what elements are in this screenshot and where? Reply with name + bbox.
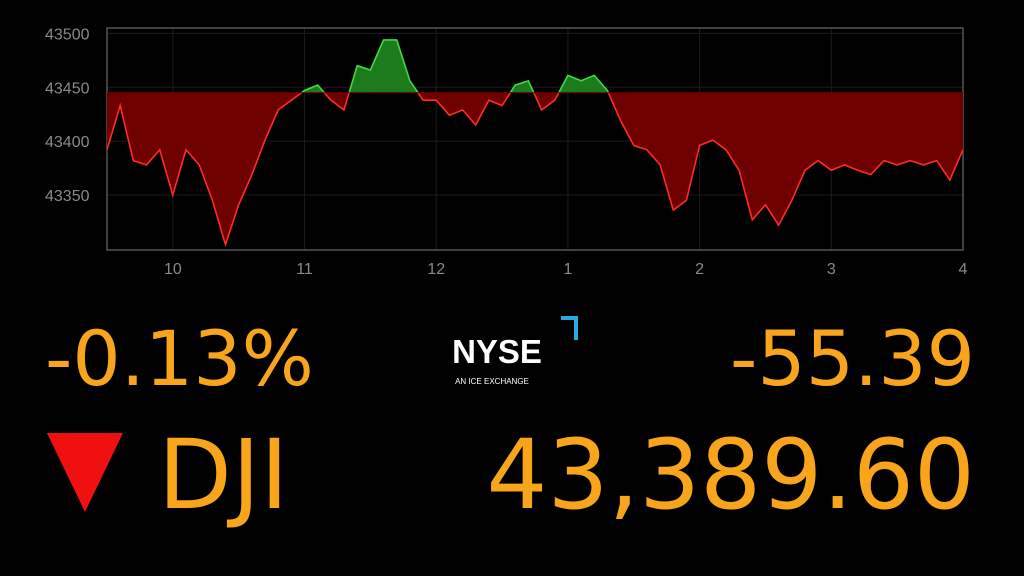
x-tick-label: 2 [695,261,704,278]
x-tick-label: 3 [827,261,836,278]
x-tick-label: 11 [296,261,313,278]
exchange-tagline: AN ICE EXCHANGE [455,377,529,386]
down-arrow [47,433,123,512]
x-tick-label: 10 [164,261,182,278]
y-tick-label: 43500 [45,26,90,43]
price: 43,389.60 [486,419,975,531]
line-below [107,92,963,248]
percent-change: -0.13% [45,314,314,403]
y-tick-label: 43400 [45,134,90,151]
y-tick-label: 43450 [45,80,90,97]
symbol: DJI [158,419,289,531]
exchange-logo: NYSE [452,333,542,370]
y-tick-label: 43350 [45,188,90,205]
x-tick-label: 4 [959,261,968,278]
x-tick-label: 1 [563,261,572,278]
logo-bracket [561,316,578,340]
x-tick-label: 12 [427,261,445,278]
point-change: -55.39 [730,314,975,403]
